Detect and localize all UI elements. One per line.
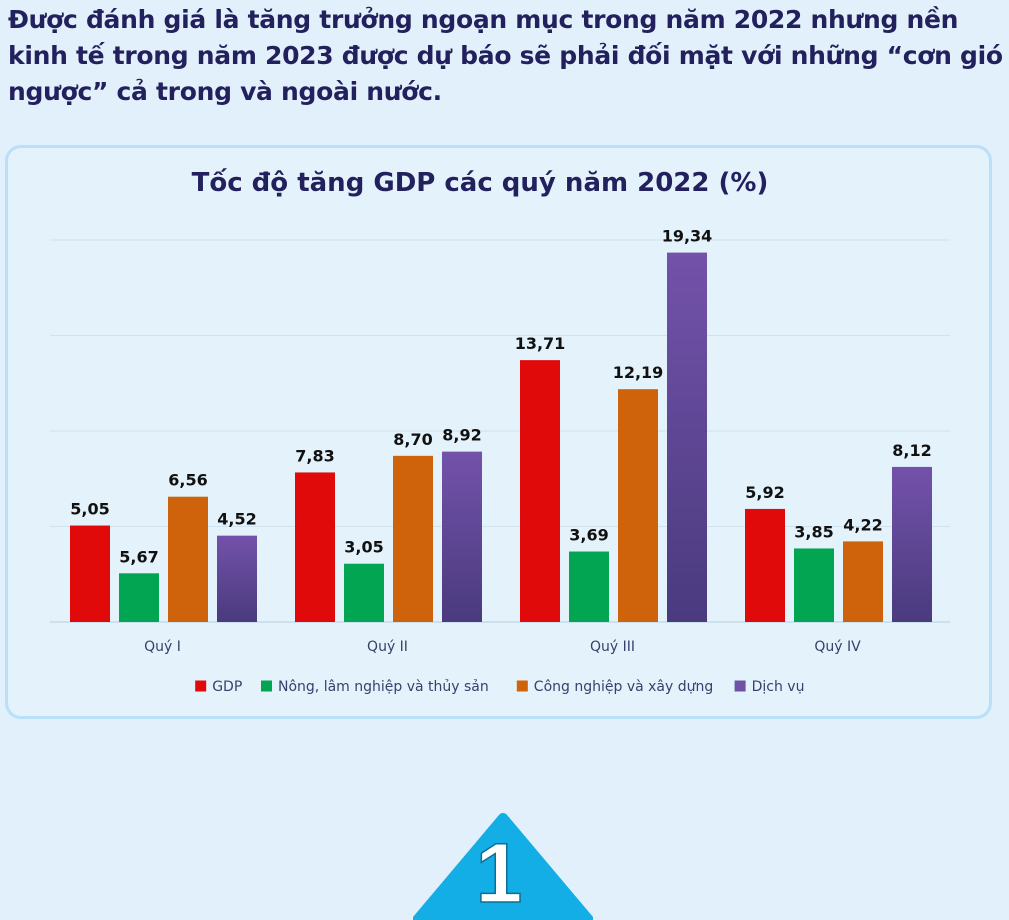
bar-2-1: [119, 573, 159, 622]
bar-4-1: [217, 535, 257, 622]
data-label: 6,56: [168, 471, 207, 490]
legend-label: GDP: [212, 679, 242, 695]
legend-swatch: [261, 680, 272, 692]
bar-1-4: [745, 508, 785, 622]
bar-1-3: [520, 360, 560, 622]
bar-4-4: [892, 466, 932, 622]
legend-label: Nông, lâm nghiệp và thủy sản: [278, 679, 489, 695]
intro-text: Được đánh giá là tăng trưởng ngoạn mục t…: [8, 5, 1003, 106]
legend-swatch: [516, 680, 528, 692]
number-badge: 1: [413, 813, 593, 920]
data-label: 4,52: [217, 510, 256, 529]
bar-4-3: [667, 252, 707, 622]
bar-2-4: [794, 548, 834, 622]
legend-label: Công nghiệp và xây dựng: [534, 679, 713, 695]
data-label: 3,69: [569, 526, 608, 545]
data-label: 3,05: [344, 538, 383, 557]
chart-card: [5, 145, 992, 719]
x-tick-label: Quý II: [367, 639, 408, 655]
data-label: 7,83: [295, 446, 334, 465]
legend-swatch: [734, 680, 746, 692]
bar-3-4: [843, 541, 883, 622]
bar-3-2: [393, 455, 433, 622]
x-tick-label: Quý IV: [814, 639, 861, 655]
chart-title: Tốc độ tăng GDP các quý năm 2022 (%): [191, 168, 769, 198]
bar-3-1: [168, 496, 208, 622]
bar-2-2: [344, 563, 384, 622]
triangle-badge-icon: [413, 813, 593, 920]
bar-1-1: [70, 525, 110, 622]
bar-4-2: [442, 451, 482, 622]
data-label: 19,34: [662, 227, 713, 246]
data-label: 3,85: [794, 522, 833, 541]
data-label: 8,92: [442, 426, 481, 445]
data-label: 4,22: [843, 515, 882, 534]
legend-label: Dịch vụ: [752, 679, 805, 695]
legend-swatch: [195, 680, 207, 692]
bar-3-3: [618, 389, 658, 622]
badge-number: 1: [476, 826, 523, 920]
x-tick-label: Quý I: [144, 639, 181, 655]
data-label: 5,05: [70, 500, 109, 519]
bar-1-2: [295, 472, 335, 622]
data-label: 13,71: [515, 334, 566, 353]
x-tick-label: Quý III: [590, 639, 635, 655]
data-label: 5,67: [119, 547, 158, 566]
data-label: 12,19: [613, 363, 664, 382]
data-label: 8,12: [892, 441, 931, 460]
bar-2-3: [569, 551, 609, 622]
data-label: 5,92: [745, 483, 784, 502]
data-label: 8,70: [393, 430, 432, 449]
